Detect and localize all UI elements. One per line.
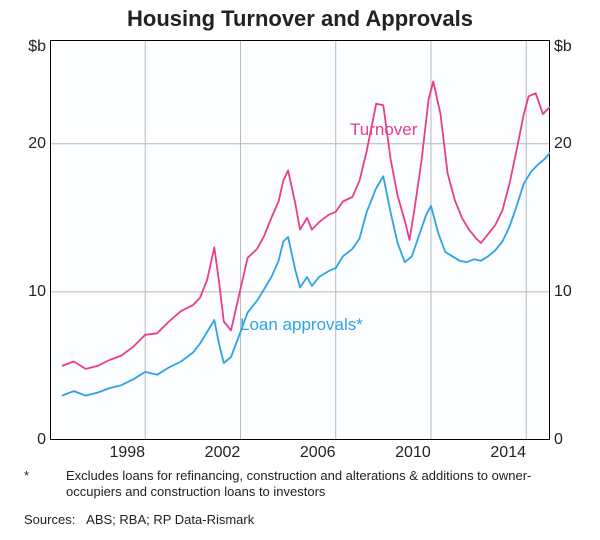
chart-title: Housing Turnover and Approvals [0,0,600,32]
x-tick-2002: 2002 [192,444,252,462]
y-tick-left-20: 20 [0,135,46,153]
y-tick-left-0: 0 [0,431,46,449]
footnote-text: Excludes loans for refinancing, construc… [66,468,576,501]
x-tick-2014: 2014 [478,444,538,462]
y-unit-left: $b [0,38,46,56]
footnote-marker: * [24,468,66,484]
chart-svg [50,40,550,440]
footnote: *Excludes loans for refinancing, constru… [24,468,584,501]
y-unit-right: $b [554,38,600,56]
sources-label: Sources: [24,512,75,527]
x-tick-2006: 2006 [288,444,348,462]
sources-line: Sources: ABS; RBA; RP Data-Rismark [24,512,584,527]
chart-container: Housing Turnover and Approvals $b $b Tur… [0,0,600,540]
y-tick-right-20: 20 [554,135,600,153]
sources-text: ABS; RBA; RP Data-Rismark [86,512,254,527]
series-label-loan_approvals: Loan approvals* [240,315,363,335]
y-tick-right-0: 0 [554,431,600,449]
chart-area: Turnover Loan approvals* [50,40,550,440]
y-tick-right-10: 10 [554,283,600,301]
x-tick-1998: 1998 [97,444,157,462]
series-label-turnover: Turnover [350,120,417,140]
x-tick-2010: 2010 [383,444,443,462]
y-tick-left-10: 10 [0,283,46,301]
